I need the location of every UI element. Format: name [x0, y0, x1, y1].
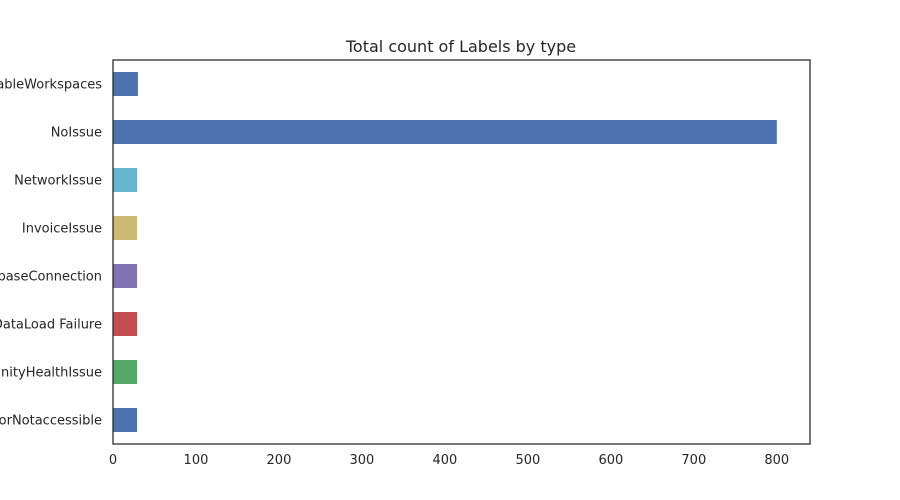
x-tick-label: 0 — [109, 453, 117, 468]
chart-title: Total count of Labels by type — [345, 37, 576, 56]
bar-5 — [113, 312, 138, 336]
category-label: oorNotaccessible — [0, 414, 102, 429]
bar-7 — [113, 408, 138, 432]
bar-3 — [113, 216, 138, 240]
category-label: NetworkIssue — [14, 174, 102, 189]
category-label: abaseConnection — [0, 270, 102, 285]
bar-0 — [113, 72, 138, 96]
x-tick-label: 100 — [184, 453, 209, 468]
bar-1 — [113, 120, 777, 144]
category-label: ableWorkspaces — [0, 78, 102, 93]
bars-group — [113, 72, 777, 432]
x-tick-label: 300 — [350, 453, 375, 468]
bar-2 — [113, 168, 138, 192]
bar-4 — [113, 264, 138, 288]
x-tick-label: 500 — [515, 453, 540, 468]
bar-6 — [113, 360, 138, 384]
plot-frame — [112, 59, 811, 445]
x-tick-label: 400 — [432, 453, 457, 468]
x-tick-label: 200 — [267, 453, 292, 468]
category-label: DataLoad Failure — [0, 318, 102, 333]
x-tick-label: 600 — [598, 453, 623, 468]
category-labels: ableWorkspaces NoIssue NetworkIssue Invoice… — [0, 78, 102, 429]
category-label: InvoiceIssue — [22, 222, 102, 237]
category-label: NoIssue — [51, 126, 102, 141]
category-label: unityHealthIssue — [0, 366, 102, 381]
x-tick-label: 700 — [681, 453, 706, 468]
x-axis-ticks: 0 100 200 300 400 500 600 700 800 — [109, 453, 789, 468]
x-tick-label: 800 — [764, 453, 789, 468]
